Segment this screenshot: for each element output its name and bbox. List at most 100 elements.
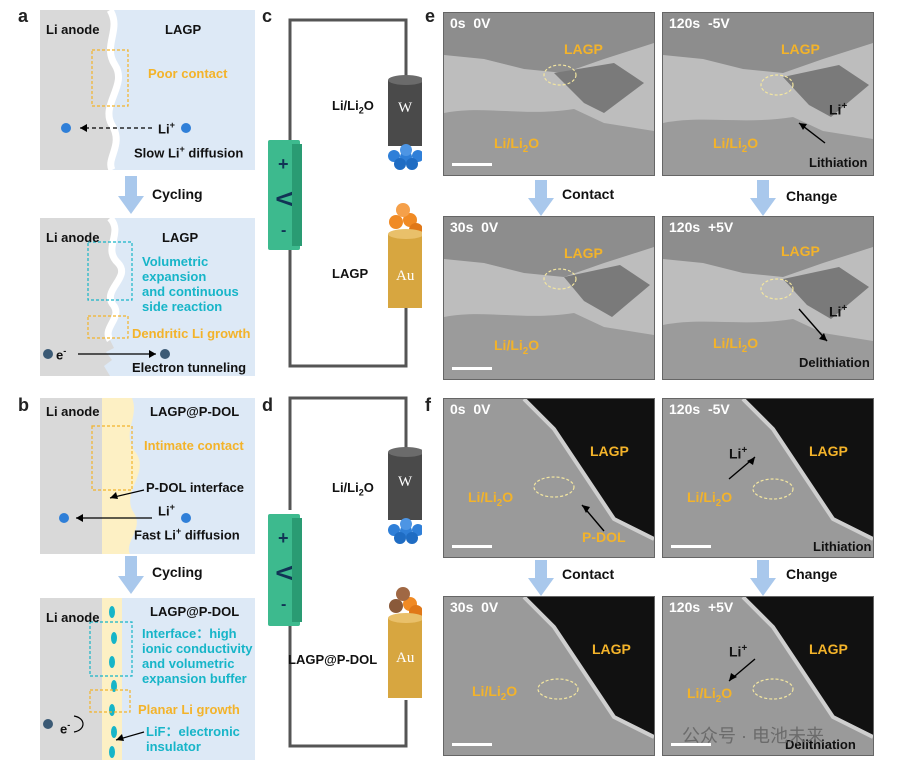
li-ion-overlay: Li+ — [829, 101, 848, 118]
interface-description: Interface：high ionic conductivity and vo… — [142, 626, 253, 686]
watermark: 公众号 · 电池未来 — [682, 726, 824, 746]
cycling-label: Cycling — [152, 186, 203, 202]
cycling-label-2: Cycling — [152, 564, 203, 580]
panel-c: + V - W Au Li/Li2O LAGP — [262, 0, 422, 390]
scale-bar — [671, 545, 711, 548]
li-ion-overlay: Li+ — [829, 303, 848, 320]
w-label: W — [398, 100, 413, 116]
lagp-overlay: LAGP — [809, 443, 848, 459]
time-label: 0s 0V — [450, 15, 491, 31]
lagp-electrode-label: LAGP — [332, 266, 369, 281]
tem-image-e-120s-neg: 120s -5V LAGP Li+ Li/Li2O Lithiation — [662, 12, 874, 176]
panel-d-circuit — [268, 396, 422, 748]
lagp-overlay: LAGP — [592, 641, 631, 657]
lagp-pdol-electrode-label: LAGP@P-DOL — [288, 652, 378, 667]
panel-label-c: c — [262, 6, 273, 26]
au-label: Au — [396, 268, 415, 284]
lagp-label: LAGP — [165, 22, 202, 37]
change-label: Change — [786, 188, 838, 204]
li-li2o-overlay: Li/Li2O — [472, 683, 518, 703]
tem-image-e-30s: 30s 0V LAGP Li/Li2O — [443, 216, 655, 380]
fast-diffusion-label: Fast Li+ diffusion — [134, 526, 240, 543]
li-anode-label-3: Li anode — [46, 404, 100, 419]
panel-c-circuit — [268, 18, 422, 368]
li-li2o-overlay: Li/Li2O — [687, 685, 733, 705]
planar-growth-label: Planar Li growth — [138, 702, 240, 717]
panel-label-b: b — [18, 395, 29, 415]
pdol-overlay: P-DOL — [582, 529, 626, 545]
panel-a: Li anode LAGP Poor contact Li+ Slow Li+ … — [0, 0, 260, 390]
time-label: 30s 0V — [450, 599, 499, 615]
change-label-2: Change — [786, 566, 838, 582]
dendritic-growth-label: Dendritic Li growth — [132, 326, 251, 341]
li-li2o-overlay: Li/Li2O — [713, 335, 759, 355]
tem-image-f-0s: 0s 0V LAGP Li/Li2O P-DOL — [443, 398, 655, 558]
li-li2o-overlay: Li/Li2O — [687, 489, 733, 509]
li-li2o-overlay: Li/Li2O — [494, 135, 540, 155]
scale-bar — [452, 743, 492, 746]
lithiation-label: Lithiation — [809, 155, 868, 170]
lagp-label-2: LAGP — [162, 230, 199, 245]
time-label: 120s -5V — [669, 15, 730, 31]
change-arrow-icon-2 — [750, 560, 776, 596]
panel-label-a: a — [18, 6, 29, 26]
lagp-pdol-label-2: LAGP@P-DOL — [150, 604, 240, 619]
lagp-pdol-label: LAGP@P-DOL — [150, 404, 240, 419]
time-label: 30s 0V — [450, 219, 499, 235]
delithiation-label: Delithiation — [799, 355, 870, 370]
delithiation-label: Delithiation — [785, 737, 856, 752]
li-ion-label-2: Li+ — [158, 502, 175, 519]
tem-image-f-120s-neg: 120s -5V LAGP Li+ Li/Li2O Lithiation — [662, 398, 874, 558]
panel-label-d: d — [262, 395, 273, 415]
scale-bar — [452, 545, 492, 548]
tem-image-e-0s: 0s 0V LAGP Li/Li2O — [443, 12, 655, 176]
time-label: 0s 0V — [450, 401, 491, 417]
contact-label: Contact — [562, 186, 615, 202]
tem-image-f-30s: 30s 0V LAGP Li/Li2O — [443, 596, 655, 756]
tem-image-e-120s-pos: 120s +5V LAGP Li+ Li/Li2O Delithiation — [662, 216, 874, 380]
panel-b-top-schematic — [40, 398, 255, 554]
lagp-overlay: LAGP — [590, 443, 629, 459]
panel-b: Li anode LAGP@P-DOL Intimate contact P-D… — [0, 390, 260, 768]
li-ion-overlay: Li+ — [729, 445, 748, 462]
scale-bar — [671, 743, 711, 746]
plus-sign: + — [278, 154, 289, 174]
contact-arrow-icon — [528, 180, 554, 216]
contact-label-2: Contact — [562, 566, 615, 582]
scale-bar — [452, 163, 492, 166]
panel-label-f: f — [425, 395, 431, 415]
voltage-symbol: V — [271, 191, 297, 207]
li-ion-overlay: Li+ — [729, 643, 748, 660]
electron-label-2: e- — [60, 720, 71, 737]
electron-tunneling-label: Electron tunneling — [132, 360, 247, 375]
li-anode-label-2: Li anode — [46, 230, 100, 245]
cycling-arrow-icon-2 — [118, 556, 144, 594]
time-label: 120s -5V — [669, 401, 730, 417]
pdol-interface-label: P-DOL interface — [146, 480, 245, 495]
au-label-2: Au — [396, 650, 415, 666]
intimate-contact-label: Intimate contact — [144, 438, 244, 453]
time-label: 120s +5V — [669, 599, 734, 615]
cycling-arrow-icon — [118, 176, 144, 214]
panel-label-e: e — [425, 6, 436, 26]
li-li2o-overlay: Li/Li2O — [713, 135, 759, 155]
voltage-symbol-2: V — [271, 565, 297, 581]
lagp-overlay: LAGP — [564, 245, 603, 261]
change-arrow-icon — [750, 180, 776, 216]
lithiation-label: Lithiation — [813, 539, 872, 554]
lagp-overlay: LAGP — [564, 41, 603, 57]
lagp-overlay: LAGP — [781, 41, 820, 57]
time-label: 120s +5V — [669, 219, 734, 235]
w-label-2: W — [398, 474, 413, 490]
lif-description: LiF：electronic insulator — [146, 724, 240, 754]
li-anode-label-4: Li anode — [46, 610, 100, 625]
electron-label: e- — [56, 346, 67, 363]
li-li2o-overlay: Li/Li2O — [468, 489, 514, 509]
contact-arrow-icon-2 — [528, 560, 554, 596]
poor-contact-label: Poor contact — [148, 66, 228, 81]
tem-image-f-120s-pos: 120s +5V LAGP Li+ Li/Li2O Delithiation — [662, 596, 874, 756]
lagp-overlay: LAGP — [781, 243, 820, 259]
scale-bar — [452, 367, 492, 370]
panel-b-bottom-schematic — [40, 598, 255, 760]
li-anode-label: Li anode — [46, 22, 100, 37]
